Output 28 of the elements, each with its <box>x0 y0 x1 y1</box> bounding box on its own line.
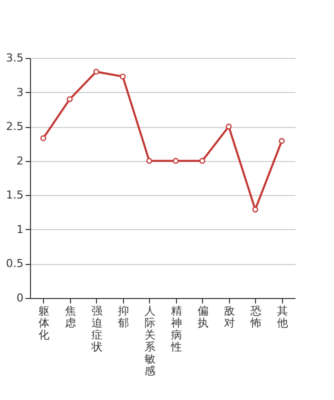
x-tick-label: 恐怖 <box>249 304 262 330</box>
x-tick-label: 躯体化 <box>38 304 50 342</box>
point <box>146 158 152 164</box>
y-tick-label: 3 <box>16 86 24 99</box>
point <box>93 68 100 75</box>
x-tick-label: 抑郁 <box>118 304 129 330</box>
point <box>120 74 126 80</box>
point <box>252 206 258 212</box>
x-tick-label: 焦虑 <box>64 304 76 330</box>
x-tick-label: 人际关系敏感 <box>144 304 156 378</box>
y-tick-label: 3.5 <box>6 52 24 64</box>
point <box>172 158 179 164</box>
point <box>66 96 73 102</box>
y-tick-label: 0 <box>16 292 24 304</box>
y-tick-label: 0.5 <box>6 257 24 270</box>
y-tick-label: 1.5 <box>6 188 24 202</box>
x-tick-label: 精神病性 <box>170 304 182 354</box>
point <box>199 158 206 164</box>
y-tick-label: 2.5 <box>6 120 24 134</box>
point <box>40 135 46 142</box>
y-tick-label: 1 <box>16 222 24 236</box>
y-tick-label: 2 <box>16 154 24 168</box>
x-tick-label: 偏执 <box>197 304 208 330</box>
x-tick-label: 其他 <box>276 304 288 330</box>
x-tick-label: 敌对 <box>224 304 235 330</box>
point <box>226 124 232 130</box>
point <box>278 138 285 144</box>
x-tick-label: 强迫症状 <box>90 304 102 354</box>
